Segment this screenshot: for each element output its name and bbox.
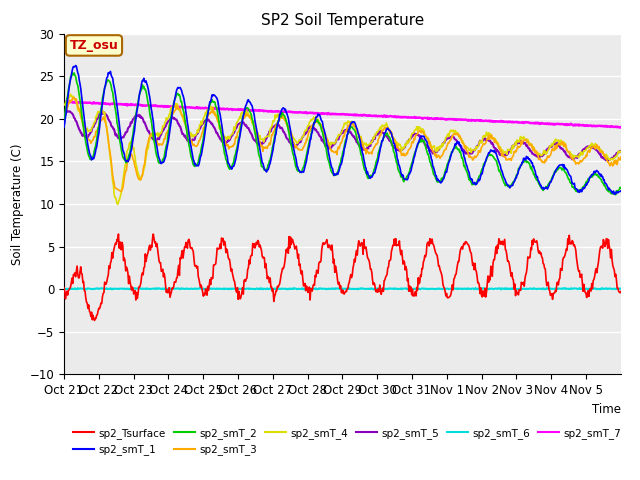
X-axis label: Time: Time: [592, 403, 621, 416]
Title: SP2 Soil Temperature: SP2 Soil Temperature: [260, 13, 424, 28]
Y-axis label: Soil Temperature (C): Soil Temperature (C): [11, 143, 24, 265]
Text: TZ_osu: TZ_osu: [70, 39, 118, 52]
Legend: sp2_Tsurface, sp2_smT_1, sp2_smT_2, sp2_smT_3, sp2_smT_4, sp2_smT_5, sp2_smT_6, : sp2_Tsurface, sp2_smT_1, sp2_smT_2, sp2_…: [69, 424, 625, 459]
